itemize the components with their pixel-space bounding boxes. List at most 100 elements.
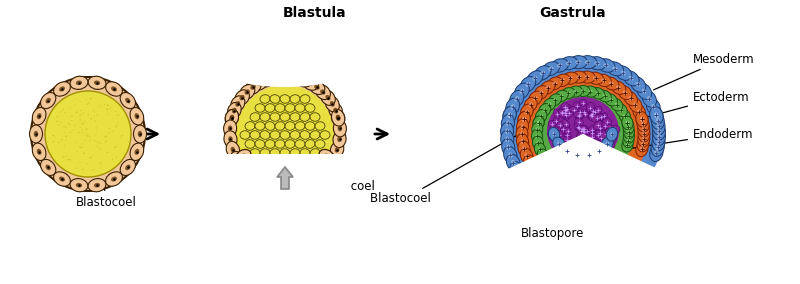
Ellipse shape: [559, 94, 563, 98]
Ellipse shape: [92, 169, 94, 171]
Ellipse shape: [290, 114, 300, 122]
Ellipse shape: [608, 142, 614, 148]
Ellipse shape: [522, 117, 526, 122]
Ellipse shape: [623, 120, 634, 134]
Ellipse shape: [570, 56, 587, 69]
Ellipse shape: [84, 132, 85, 133]
Ellipse shape: [85, 139, 86, 140]
Ellipse shape: [265, 122, 275, 130]
Ellipse shape: [622, 138, 633, 152]
Ellipse shape: [75, 99, 76, 100]
Ellipse shape: [75, 168, 77, 169]
Ellipse shape: [73, 129, 74, 131]
Ellipse shape: [502, 139, 515, 156]
Ellipse shape: [62, 150, 63, 151]
Ellipse shape: [59, 120, 61, 121]
Ellipse shape: [282, 182, 287, 188]
Ellipse shape: [506, 154, 520, 172]
Ellipse shape: [623, 114, 626, 118]
Ellipse shape: [533, 136, 543, 150]
Ellipse shape: [250, 132, 260, 140]
Ellipse shape: [604, 77, 619, 90]
Ellipse shape: [255, 141, 265, 149]
Ellipse shape: [94, 156, 95, 158]
Ellipse shape: [589, 110, 596, 118]
Ellipse shape: [260, 113, 270, 121]
Ellipse shape: [58, 121, 59, 122]
Ellipse shape: [78, 167, 80, 168]
Ellipse shape: [270, 114, 280, 122]
Ellipse shape: [62, 109, 64, 110]
Ellipse shape: [295, 159, 305, 167]
Ellipse shape: [96, 130, 98, 131]
Ellipse shape: [91, 141, 93, 143]
Ellipse shape: [71, 134, 73, 135]
Ellipse shape: [86, 143, 87, 144]
Ellipse shape: [280, 114, 290, 122]
Ellipse shape: [605, 94, 618, 106]
Ellipse shape: [529, 91, 542, 106]
Ellipse shape: [102, 137, 103, 139]
Ellipse shape: [240, 114, 250, 122]
Ellipse shape: [83, 151, 85, 152]
Ellipse shape: [646, 98, 660, 116]
Ellipse shape: [290, 132, 300, 140]
Ellipse shape: [502, 114, 514, 132]
Ellipse shape: [80, 110, 82, 111]
Ellipse shape: [269, 180, 274, 186]
Ellipse shape: [507, 112, 512, 118]
Ellipse shape: [280, 132, 290, 140]
Ellipse shape: [609, 82, 614, 85]
Ellipse shape: [258, 74, 274, 87]
Ellipse shape: [300, 132, 310, 140]
Ellipse shape: [654, 150, 658, 155]
Ellipse shape: [52, 139, 53, 141]
Ellipse shape: [255, 123, 265, 131]
Ellipse shape: [114, 146, 115, 147]
Ellipse shape: [77, 165, 78, 166]
Ellipse shape: [640, 146, 644, 151]
Ellipse shape: [130, 107, 144, 125]
Ellipse shape: [605, 138, 612, 148]
Ellipse shape: [89, 136, 90, 137]
Ellipse shape: [265, 104, 275, 112]
Ellipse shape: [71, 146, 72, 147]
Ellipse shape: [69, 124, 70, 125]
Ellipse shape: [280, 168, 290, 176]
Ellipse shape: [588, 57, 606, 70]
Ellipse shape: [280, 95, 290, 103]
Ellipse shape: [506, 145, 510, 150]
Ellipse shape: [569, 155, 576, 162]
Ellipse shape: [290, 113, 300, 121]
Ellipse shape: [102, 151, 104, 153]
Ellipse shape: [574, 90, 578, 93]
Ellipse shape: [225, 57, 345, 87]
Ellipse shape: [597, 125, 603, 131]
Ellipse shape: [520, 131, 524, 137]
Ellipse shape: [592, 114, 602, 122]
Ellipse shape: [82, 112, 83, 114]
Ellipse shape: [600, 122, 610, 130]
Ellipse shape: [250, 149, 260, 157]
Ellipse shape: [94, 149, 96, 150]
Ellipse shape: [608, 137, 616, 144]
Ellipse shape: [79, 101, 81, 102]
Ellipse shape: [595, 91, 600, 95]
Ellipse shape: [595, 140, 604, 148]
Ellipse shape: [638, 126, 650, 142]
Ellipse shape: [575, 153, 580, 156]
Ellipse shape: [331, 109, 345, 126]
Ellipse shape: [318, 165, 323, 170]
Ellipse shape: [598, 90, 611, 102]
Ellipse shape: [629, 76, 634, 81]
Ellipse shape: [594, 130, 602, 139]
Ellipse shape: [571, 147, 578, 154]
Ellipse shape: [285, 123, 295, 131]
Ellipse shape: [547, 103, 551, 106]
Ellipse shape: [654, 112, 658, 118]
Ellipse shape: [100, 122, 101, 123]
Ellipse shape: [606, 127, 618, 141]
Ellipse shape: [606, 125, 613, 131]
Ellipse shape: [120, 159, 135, 176]
Ellipse shape: [239, 95, 245, 100]
